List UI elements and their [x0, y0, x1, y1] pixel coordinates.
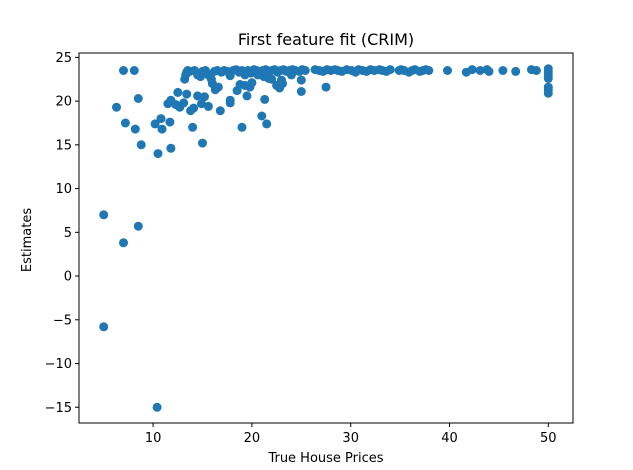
- data-point: [136, 140, 146, 150]
- data-point: [130, 124, 140, 134]
- data-point: [260, 94, 270, 104]
- data-point: [475, 66, 485, 75]
- data-point: [296, 87, 306, 96]
- data-point: [198, 138, 207, 148]
- data-point: [157, 124, 167, 134]
- x-tick-label: 30: [342, 431, 359, 446]
- data-point: [99, 322, 109, 332]
- y-tick-label: 15: [55, 138, 72, 153]
- data-point: [173, 87, 183, 97]
- y-tick-label: 25: [55, 51, 72, 66]
- data-point: [257, 111, 267, 121]
- data-point: [213, 82, 223, 92]
- data-point: [182, 89, 192, 99]
- data-point: [296, 75, 306, 85]
- data-point: [237, 122, 247, 132]
- data-point: [193, 91, 203, 101]
- data-point: [215, 106, 225, 116]
- data-point: [129, 66, 139, 75]
- data-point: [189, 103, 199, 113]
- x-tick-label: 40: [441, 431, 458, 446]
- data-point: [498, 66, 508, 75]
- data-point: [203, 101, 213, 111]
- data-point: [225, 95, 235, 105]
- y-tick-label: 5: [64, 226, 72, 241]
- y-axis-label: Estimates: [20, 208, 35, 272]
- data-point: [119, 238, 128, 248]
- data-point: [152, 402, 162, 412]
- data-point: [150, 119, 160, 129]
- data-point: [156, 114, 166, 124]
- data-point: [443, 66, 452, 75]
- data-point: [484, 66, 494, 76]
- data-point: [200, 92, 209, 102]
- data-point: [188, 122, 198, 132]
- data-point: [119, 66, 128, 75]
- data-point: [321, 82, 331, 92]
- data-point: [385, 65, 395, 75]
- y-tick-label: −15: [45, 401, 72, 416]
- x-tick-label: 50: [540, 431, 557, 446]
- data-point: [153, 149, 163, 159]
- data-point: [206, 74, 216, 84]
- y-axis-ticks: −15 −10 −5 0 5 10 15 20 25: [45, 51, 79, 416]
- data-point: [424, 66, 434, 75]
- data-point: [543, 73, 553, 83]
- data-point: [242, 91, 252, 101]
- x-tick-label: 10: [145, 431, 162, 446]
- data-point: [166, 143, 176, 153]
- data-point: [543, 88, 553, 98]
- x-tick-label: 20: [244, 431, 261, 446]
- y-tick-label: 20: [55, 95, 72, 110]
- y-tick-label: −10: [45, 357, 72, 372]
- x-axis-label: True House Prices: [267, 451, 383, 466]
- data-point: [99, 210, 109, 220]
- data-point: [262, 119, 272, 129]
- data-point: [197, 99, 206, 109]
- y-tick-label: −5: [53, 313, 72, 328]
- data-point: [179, 98, 189, 108]
- data-point: [511, 66, 521, 76]
- data-point: [133, 94, 143, 103]
- data-point: [278, 79, 287, 89]
- data-point: [112, 102, 121, 112]
- data-point: [133, 221, 143, 231]
- x-axis-ticks: 10 20 30 40 50: [145, 423, 557, 446]
- data-point: [267, 74, 277, 84]
- chart-title: First feature fit (CRIM): [238, 30, 414, 49]
- data-points: [99, 64, 553, 412]
- data-point: [120, 118, 130, 128]
- data-point: [165, 117, 175, 127]
- y-tick-label: 0: [64, 270, 72, 285]
- data-point: [467, 65, 477, 75]
- data-point: [300, 66, 310, 75]
- plot-area-frame: [78, 52, 574, 424]
- y-tick-label: 10: [55, 182, 72, 197]
- data-point: [531, 66, 541, 75]
- data-point: [247, 78, 257, 88]
